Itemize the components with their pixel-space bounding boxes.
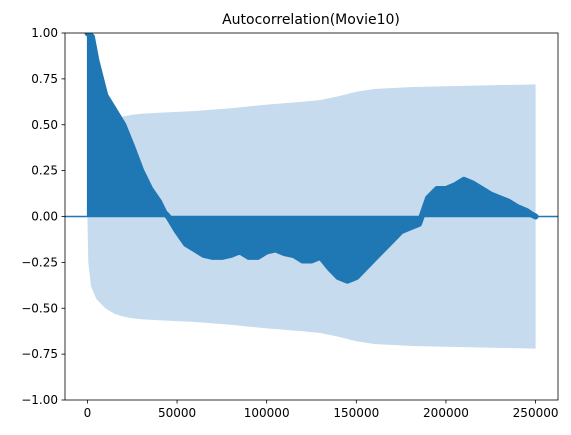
y-tick-label: 0.75 [31, 72, 58, 86]
x-tick-label: 200000 [423, 406, 469, 420]
x-axis: 0 50000 100000 150000 200000 250000 [84, 400, 559, 420]
y-tick-label: −0.25 [21, 255, 58, 269]
x-tick-label: 150000 [333, 406, 379, 420]
y-tick-label: 0.25 [31, 164, 58, 178]
x-tick-label: 50000 [158, 406, 196, 420]
acf-markers [84, 33, 539, 284]
y-tick-label: −1.00 [21, 393, 58, 407]
x-tick-label: 100000 [244, 406, 290, 420]
chart-title: Autocorrelation(Movie10) [222, 12, 400, 28]
y-tick-label: −0.75 [21, 347, 58, 361]
y-tick-label: 1.00 [31, 26, 58, 40]
plot-clipped-group [65, 33, 558, 349]
plot-area [64, 32, 559, 401]
x-tick-label: 0 [84, 406, 92, 420]
x-tick-label: 250000 [513, 406, 559, 420]
y-tick-label: 0.50 [31, 118, 58, 132]
y-axis: −1.00 −0.75 −0.50 −0.25 0.00 0.25 0.50 0.75 1.00 [21, 26, 65, 407]
y-tick-label: −0.50 [21, 301, 58, 315]
y-tick-label: 0.00 [31, 210, 58, 224]
